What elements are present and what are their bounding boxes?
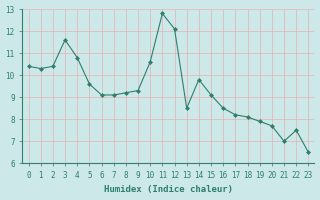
X-axis label: Humidex (Indice chaleur): Humidex (Indice chaleur) bbox=[104, 185, 233, 194]
